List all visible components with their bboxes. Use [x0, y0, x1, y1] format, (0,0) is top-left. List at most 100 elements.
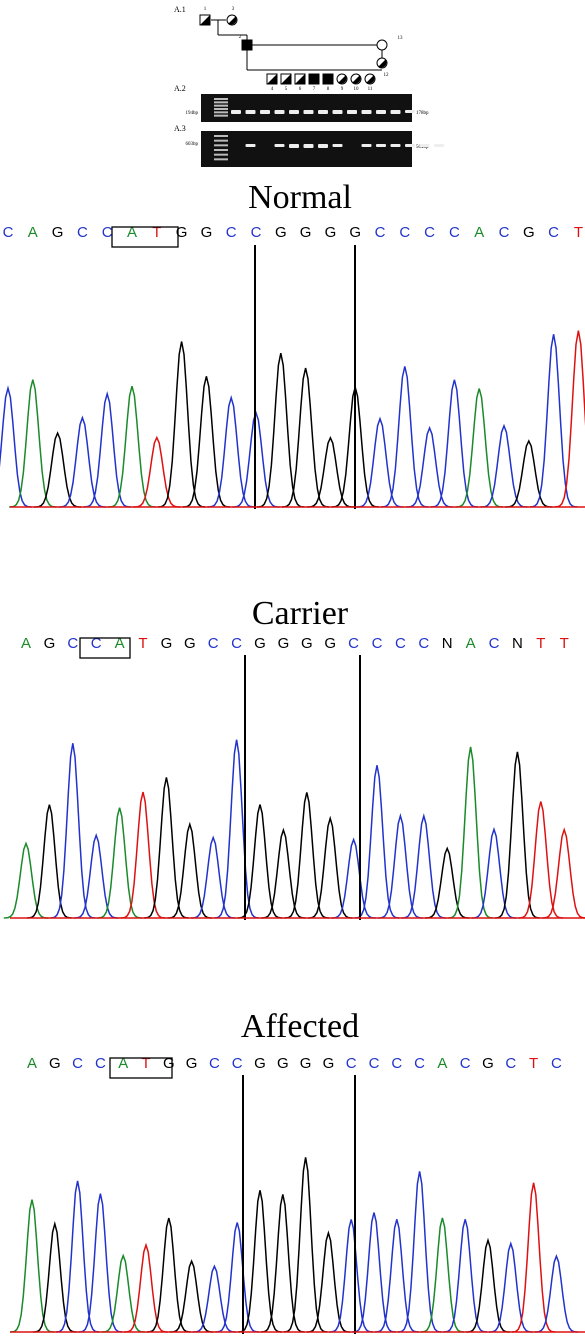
gel-band	[434, 144, 444, 147]
gel-band	[376, 144, 386, 147]
panel-label: A.3	[174, 124, 186, 133]
trace-peak	[108, 386, 156, 508]
base-call: C	[414, 1055, 425, 1072]
codon-box	[79, 637, 131, 659]
trace-peak	[306, 435, 355, 508]
trace-peak	[73, 832, 119, 919]
band-size: 178bp	[416, 111, 429, 116]
gel-band	[318, 110, 328, 114]
pedigree-shade	[378, 59, 387, 68]
base-call: T	[560, 635, 569, 652]
base-call: C	[208, 635, 219, 652]
trace-peak	[169, 1259, 214, 1333]
base-call: G	[277, 1055, 289, 1072]
trace-peak	[430, 379, 479, 508]
base-call: A	[115, 635, 125, 652]
trace-peak	[306, 1230, 351, 1333]
trace-peak	[101, 1253, 145, 1333]
trace-peak	[529, 334, 578, 508]
base-call: G	[278, 635, 290, 652]
base-call: G	[523, 224, 535, 241]
gel-band	[332, 110, 343, 114]
trace-peak	[397, 1171, 442, 1333]
ladder-band	[214, 139, 228, 142]
base-call: C	[449, 224, 460, 241]
base-call: C	[424, 224, 435, 241]
ladder-band	[214, 114, 228, 117]
base-call: G	[163, 1055, 175, 1072]
section-title: Carrier	[252, 595, 349, 632]
band-size: 603bp	[186, 142, 199, 147]
ladder-band	[214, 111, 228, 114]
trace-peak	[120, 791, 166, 919]
band-size: 194bp	[186, 111, 199, 116]
pedigree-id: 13	[398, 36, 404, 41]
trace-peak	[405, 425, 454, 508]
base-call: A	[466, 635, 476, 652]
base-call: C	[95, 1055, 106, 1072]
trace-peak	[33, 1220, 77, 1333]
gel-band	[289, 144, 299, 148]
trace-peak	[518, 801, 564, 919]
trace-peak	[10, 1199, 54, 1333]
ladder-band	[214, 153, 228, 156]
gel-band	[260, 110, 270, 114]
trace-peak	[331, 837, 376, 919]
base-call: G	[254, 1055, 266, 1072]
trace-peak	[167, 821, 213, 919]
trace-peak	[257, 353, 305, 508]
trace-peak	[97, 807, 142, 919]
base-call: C	[3, 224, 14, 241]
pedigree-shade	[366, 75, 375, 84]
base-call: T	[529, 1055, 538, 1072]
trace-peak	[541, 827, 585, 919]
gel-band	[361, 144, 372, 147]
ladder-band	[214, 135, 228, 137]
trace-peak	[420, 1217, 465, 1333]
base-call: G	[300, 224, 312, 241]
base-call: C	[231, 635, 242, 652]
gel-band	[361, 110, 372, 114]
trace-peak	[375, 1219, 419, 1333]
base-call: C	[391, 1055, 402, 1072]
trace-peak	[471, 826, 517, 919]
trace-peak	[443, 1219, 487, 1333]
base-call: C	[348, 635, 359, 652]
trace-peak	[147, 1217, 191, 1333]
pedigree-id: 10	[354, 87, 360, 92]
pedigree-circle	[376, 39, 388, 51]
trace-peak	[283, 1157, 328, 1333]
trace-peak	[144, 777, 189, 919]
pedigree-id: 8	[327, 87, 330, 92]
base-call: G	[201, 224, 213, 241]
base-call: G	[52, 224, 64, 241]
base-call: C	[460, 1055, 471, 1072]
base-call: C	[551, 1055, 562, 1072]
base-call: C	[251, 224, 262, 241]
base-call: C	[399, 224, 410, 241]
base-call: C	[395, 635, 406, 652]
ladder-band	[214, 108, 228, 110]
trace-peak	[281, 367, 330, 508]
gel-band	[318, 144, 328, 148]
band-size: 504bp	[416, 145, 429, 150]
trace-peak	[214, 739, 259, 919]
pedigree-square	[308, 73, 320, 85]
pedigree-shade	[281, 74, 291, 84]
pedigree-square	[241, 39, 253, 51]
base-call: A	[474, 224, 484, 241]
base-call: T	[141, 1055, 150, 1072]
base-call: A	[437, 1055, 447, 1072]
pedigree-id: 1	[204, 7, 207, 12]
trace-peak	[307, 815, 353, 919]
gel-band	[332, 144, 343, 147]
trace-peak	[133, 435, 181, 508]
trace-peak	[455, 388, 503, 508]
ladder-band	[214, 98, 228, 100]
base-call: C	[418, 635, 429, 652]
gel-band	[405, 144, 415, 147]
base-call: C	[226, 224, 237, 241]
trace-peak	[284, 792, 330, 919]
pedigree-id: 5	[285, 87, 288, 92]
